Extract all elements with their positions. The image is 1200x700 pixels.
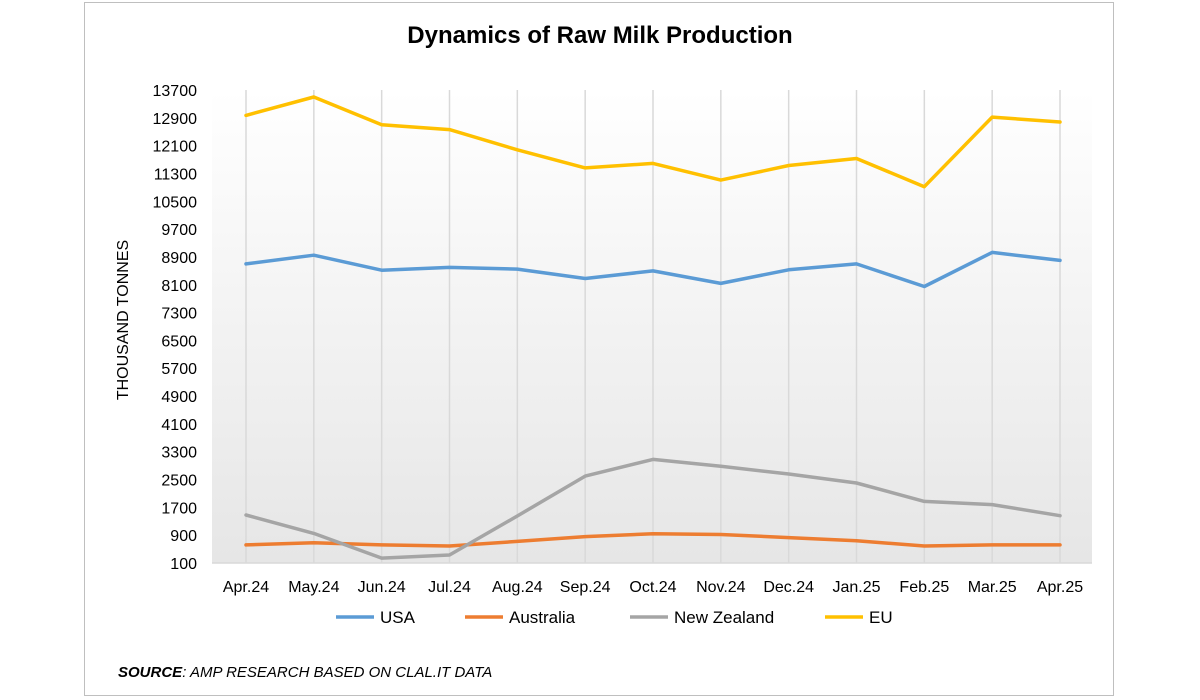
y-axis-label: THOUSAND TONNES (115, 240, 132, 400)
y-tick-label: 7300 (161, 306, 197, 323)
source-text: : AMP RESEARCH BASED ON CLAL.IT DATA (182, 664, 493, 681)
chart-title: Dynamics of Raw Milk Production (407, 22, 792, 49)
x-tick-label: Apr.24 (223, 579, 269, 596)
y-tick-label: 9700 (161, 222, 197, 239)
x-tick-labels: Apr.24 May.24 Jun.24 Jul.24 Aug.24 Sep.24 Oct.… (223, 579, 1083, 596)
legend-label-australia: Australia (509, 608, 576, 627)
source-note: SOURCE: AMP RESEARCH BASED ON CLAL.IT DA… (118, 664, 492, 681)
x-tick-label: Dec.24 (763, 579, 814, 596)
y-tick-label: 12900 (153, 111, 198, 128)
legend-label-new-zealand: New Zealand (674, 608, 774, 627)
y-tick-label: 4100 (161, 417, 197, 434)
x-tick-label: Apr.25 (1037, 579, 1083, 596)
y-tick-labels: 100 900 1700 2500 3300 4100 4900 5700 6500 7300 81… (153, 83, 198, 573)
x-tick-label: Oct.24 (629, 579, 676, 596)
y-tick-label: 5700 (161, 361, 197, 378)
legend: USA Australia New Zealand EU (336, 608, 893, 627)
legend-label-eu: EU (869, 608, 893, 627)
source-label: SOURCE (118, 664, 183, 681)
y-tick-label: 4900 (161, 389, 197, 406)
x-tick-label: Aug.24 (492, 579, 543, 596)
y-tick-label: 13700 (153, 83, 198, 100)
legend-label-usa: USA (380, 608, 416, 627)
series-line-new-zealand (244, 457, 1062, 560)
y-tick-label: 1700 (161, 500, 197, 517)
series-line-eu (244, 95, 1062, 189)
y-tick-label: 12100 (153, 139, 198, 156)
x-tick-label: Jan.25 (832, 579, 880, 596)
y-tick-label: 8900 (161, 250, 197, 267)
y-tick-label: 100 (170, 556, 197, 573)
series-lines (244, 95, 1062, 560)
series-line-usa (244, 250, 1062, 289)
y-tick-label: 11300 (154, 166, 197, 183)
y-tick-label: 6500 (161, 333, 197, 350)
x-tick-label: Jun.24 (358, 579, 406, 596)
x-tick-label: Mar.25 (968, 579, 1017, 596)
y-tick-label: 8100 (161, 278, 197, 295)
x-tick-label: Feb.25 (899, 579, 949, 596)
x-tick-label: May.24 (288, 579, 339, 596)
x-tick-label: Sep.24 (560, 579, 611, 596)
y-tick-label: 2500 (161, 473, 197, 490)
x-tick-label: Jul.24 (428, 579, 471, 596)
y-tick-label: 900 (170, 528, 197, 545)
plot-area (212, 90, 1092, 563)
x-tick-label: Nov.24 (696, 579, 746, 596)
y-tick-label: 10500 (153, 194, 198, 211)
series-line-australia (244, 532, 1062, 548)
y-tick-label: 3300 (161, 445, 197, 462)
grid-lines (212, 90, 1092, 564)
